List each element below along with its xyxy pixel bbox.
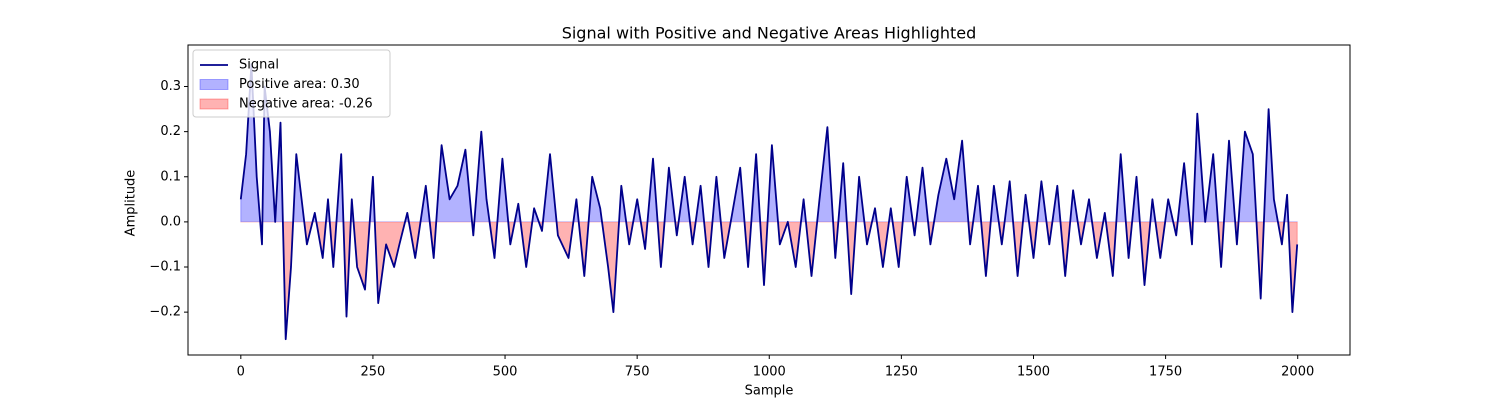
y-tick-label: 0.3 <box>160 79 181 94</box>
x-tick-label: 1500 <box>1017 365 1050 380</box>
signal-line <box>239 63 1299 341</box>
legend-patch <box>199 98 229 110</box>
legend-label: Signal <box>239 58 279 73</box>
legend-label: Positive area: 0.30 <box>239 77 360 92</box>
plot-frame <box>187 44 1351 356</box>
legend-patch <box>199 79 229 90</box>
x-tick-label: 750 <box>625 365 650 380</box>
y-tick-label: −0.2 <box>149 305 181 320</box>
chart-title: Signal with Positive and Negative Areas … <box>562 24 977 43</box>
y-tick-label: 0.2 <box>160 124 181 139</box>
legend: Signal Positive area: 0.30 Negative area: … <box>192 49 391 118</box>
y-tick-label: 0.1 <box>160 169 181 184</box>
x-axis-label: Sample <box>745 384 794 399</box>
x-tick-label: 1000 <box>753 365 786 380</box>
x-tick-label: 1250 <box>885 365 918 380</box>
x-tick-label: 0 <box>237 365 245 380</box>
x-tick-label: 1750 <box>1149 365 1182 380</box>
legend-label: Negative area: -0.26 <box>239 97 373 112</box>
y-tick-label: 0.0 <box>160 214 181 229</box>
x-tick-label: 250 <box>361 365 386 380</box>
y-tick-label: −0.1 <box>149 260 181 275</box>
legend-box <box>192 49 391 118</box>
y-axis-label: Amplitude <box>124 170 139 237</box>
x-tick-label: 2000 <box>1281 365 1314 380</box>
x-tick-label: 500 <box>493 365 518 380</box>
